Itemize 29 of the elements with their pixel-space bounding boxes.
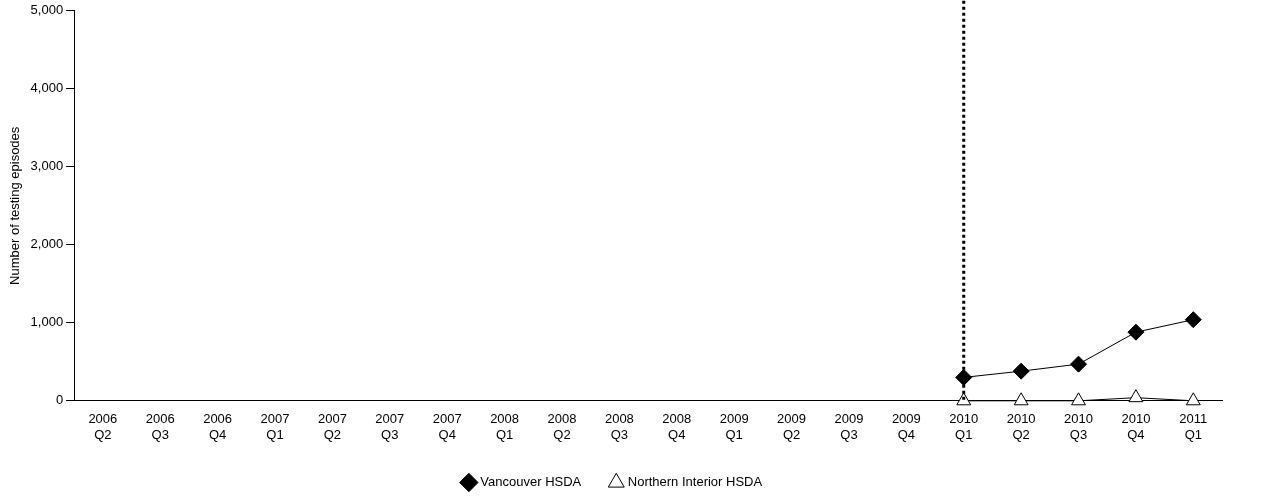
y-tick-label: 2,000 [30,236,64,252]
x-tick-label: 2006 Q3 [145,411,175,442]
y-tick-label: 3,000 [30,158,64,174]
x-tick-label: 2009 Q3 [834,411,864,442]
legend-label: Northern Interior HSDA [627,474,763,490]
x-tick-label: 2008 Q4 [662,411,692,442]
y-tick-label: 0 [55,392,64,408]
x-tick-label: 2010 Q2 [1006,411,1036,442]
x-tick-label: 2007 Q4 [432,411,462,442]
x-tick-label: 2009 Q1 [719,411,749,442]
x-tick-label: 2009 Q4 [891,411,921,442]
x-tick-label: 2006 Q4 [203,411,233,442]
x-tick-label: 2008 Q2 [547,411,577,442]
x-tick-label: 2007 Q1 [260,411,290,442]
legend-label: Vancouver HSDA [480,474,582,490]
x-tick-label: 2007 Q3 [375,411,405,442]
x-tick-label: 2006 Q2 [88,411,118,442]
x-tick-label: 2007 Q2 [317,411,347,442]
x-tick-label: 2010 Q4 [1121,411,1151,442]
x-tick-label: 2010 Q3 [1064,411,1093,442]
y-tick-label: 1,000 [30,314,64,330]
x-tick-label: 2010 Q1 [949,411,979,442]
y-tick-label: 4,000 [30,80,64,96]
x-tick-label: 2009 Q2 [777,411,807,442]
x-tick-label: 2008 Q1 [490,411,520,442]
y-tick-label: 5,000 [30,2,64,18]
y-axis-title: Number of testing episodes [7,126,23,285]
x-tick-label: 2008 Q3 [604,411,634,442]
x-tick-label: 2011 Q1 [1179,411,1208,442]
